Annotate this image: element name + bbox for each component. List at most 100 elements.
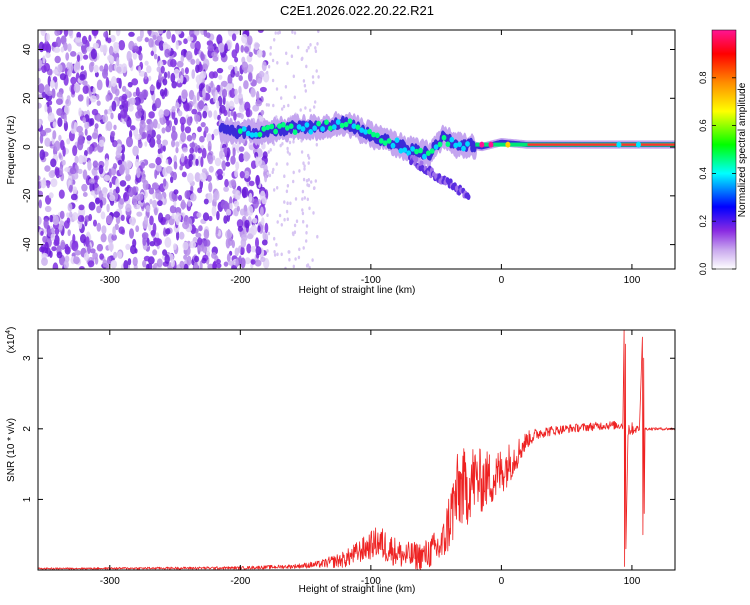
noise-blob	[266, 171, 270, 176]
ridge-peak	[273, 128, 278, 135]
noise-blob	[223, 186, 230, 192]
ridge-peak	[367, 128, 372, 135]
noise-blob	[74, 250, 81, 256]
noise-blob	[68, 30, 73, 37]
ridge-peak	[284, 125, 290, 131]
noise-blob	[53, 239, 60, 247]
ridge-peak	[308, 129, 314, 135]
noise-blob	[231, 33, 237, 42]
noise-blob	[57, 64, 63, 73]
noise-blob	[244, 170, 250, 179]
noise-blob	[234, 66, 238, 74]
noise-blob	[106, 203, 110, 213]
noise-blob	[77, 215, 84, 222]
noise-blob	[220, 80, 228, 87]
noise-blob	[82, 117, 86, 124]
noise-blob	[135, 111, 142, 119]
noise-blob	[91, 169, 98, 177]
noise-blob	[89, 95, 97, 103]
noise-blob	[262, 72, 270, 83]
noise-blob	[55, 36, 62, 48]
ridge-peak	[277, 123, 282, 129]
noise-blob	[315, 142, 318, 147]
noise-blob	[246, 64, 254, 74]
noise-blob	[202, 110, 208, 119]
noise-blob	[39, 149, 46, 161]
noise-blob	[308, 265, 311, 269]
snr-series-line	[38, 330, 675, 570]
noise-blob	[240, 113, 244, 120]
noise-blob	[298, 247, 301, 252]
noise-blob	[307, 161, 310, 165]
noise-blob	[38, 175, 41, 181]
noise-blob	[307, 45, 310, 50]
noise-blob	[234, 56, 239, 63]
noise-blob	[226, 83, 233, 91]
noise-blob	[208, 165, 214, 173]
noise-blob	[121, 63, 128, 74]
noise-blob	[196, 114, 201, 122]
noise-blob	[112, 226, 116, 236]
noise-blob	[46, 182, 50, 189]
noise-blob	[223, 261, 229, 267]
y-tick-label: 3	[22, 355, 33, 361]
noise-blob	[38, 102, 42, 109]
noise-blob	[218, 42, 225, 53]
noise-blob	[82, 192, 88, 197]
noise-blob	[207, 154, 214, 165]
noise-blob	[44, 241, 49, 251]
noise-blob	[196, 91, 200, 102]
noise-blob	[226, 253, 231, 263]
noise-blob	[241, 34, 248, 44]
noise-blob	[107, 37, 112, 44]
noise-blob	[134, 133, 142, 141]
noise-blob	[243, 80, 249, 90]
noise-blob	[96, 79, 103, 91]
noise-blob	[290, 54, 294, 58]
noise-blob	[283, 200, 286, 204]
noise-blob	[141, 89, 149, 99]
noise-blob	[283, 217, 286, 222]
ridge-peak	[505, 141, 511, 148]
noise-blob	[246, 243, 252, 254]
noise-blob	[233, 200, 240, 207]
noise-blob	[292, 139, 295, 144]
noise-blob	[250, 160, 257, 169]
noise-blob	[50, 233, 56, 241]
noise-blob	[200, 51, 204, 61]
noise-blob	[113, 251, 118, 259]
noise-blob	[123, 260, 129, 269]
noise-blob	[218, 74, 223, 80]
noise-blob	[177, 95, 183, 105]
ridge-peak	[465, 141, 470, 147]
noise-blob	[68, 184, 73, 193]
ridge-peak	[324, 119, 329, 125]
noise-blob	[125, 243, 131, 250]
colorbar-tick-label: 0.2	[698, 215, 708, 228]
ridge-core	[340, 115, 345, 124]
noise-blob	[248, 180, 255, 187]
noise-blob	[44, 84, 50, 95]
noise-blob	[72, 145, 78, 157]
noise-blob	[191, 69, 195, 80]
noise-blob	[72, 186, 78, 194]
noise-blob	[207, 140, 212, 152]
noise-blob	[234, 247, 239, 257]
noise-blob	[53, 47, 61, 53]
noise-blob	[247, 233, 254, 240]
noise-blob	[201, 257, 207, 264]
noise-blob	[144, 71, 148, 80]
noise-blob	[76, 31, 82, 39]
ridge-peak	[488, 141, 494, 148]
noise-blob	[38, 83, 45, 94]
noise-blob	[305, 64, 308, 69]
ridge-peak	[457, 141, 462, 148]
noise-blob	[207, 263, 214, 269]
noise-blob	[255, 100, 262, 107]
ridge-peak	[382, 140, 388, 146]
noise-blob	[38, 77, 41, 84]
noise-blob	[112, 163, 118, 170]
noise-blob	[257, 30, 264, 33]
noise-blob	[156, 193, 164, 200]
